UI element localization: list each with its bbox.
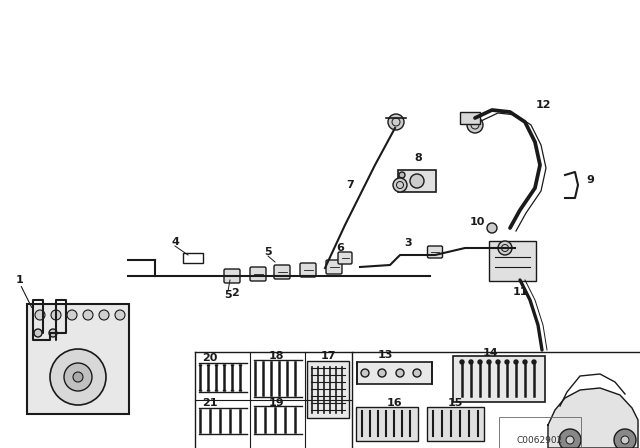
Bar: [398, 170, 436, 192]
FancyBboxPatch shape: [274, 265, 290, 279]
FancyBboxPatch shape: [27, 304, 129, 414]
Circle shape: [393, 178, 407, 192]
Circle shape: [532, 360, 536, 364]
Text: 9: 9: [586, 175, 594, 185]
Text: 8: 8: [414, 153, 422, 163]
Text: 3: 3: [404, 238, 412, 248]
Text: 19: 19: [268, 398, 284, 408]
Text: 11: 11: [512, 287, 528, 297]
Circle shape: [498, 241, 512, 255]
Circle shape: [64, 363, 92, 391]
Text: 18: 18: [268, 351, 284, 361]
FancyBboxPatch shape: [338, 252, 352, 264]
Circle shape: [388, 114, 404, 130]
Circle shape: [487, 223, 497, 233]
Circle shape: [49, 329, 57, 337]
Circle shape: [523, 360, 527, 364]
FancyBboxPatch shape: [300, 263, 316, 277]
Text: 12: 12: [535, 100, 551, 110]
Circle shape: [83, 310, 93, 320]
FancyBboxPatch shape: [453, 356, 545, 402]
Circle shape: [460, 360, 464, 364]
Text: 13: 13: [378, 350, 393, 360]
Text: 6: 6: [336, 243, 344, 253]
Text: 16: 16: [387, 398, 403, 408]
Circle shape: [50, 349, 106, 405]
Text: C0062902: C0062902: [517, 435, 563, 444]
Text: 15: 15: [447, 398, 463, 408]
Circle shape: [396, 369, 404, 377]
Circle shape: [73, 372, 83, 382]
Circle shape: [51, 310, 61, 320]
Text: 10: 10: [469, 217, 484, 227]
FancyBboxPatch shape: [427, 407, 484, 441]
FancyBboxPatch shape: [224, 269, 240, 283]
Text: 14: 14: [482, 348, 498, 358]
Circle shape: [378, 369, 386, 377]
Circle shape: [399, 172, 405, 178]
Text: 17: 17: [320, 351, 336, 361]
FancyBboxPatch shape: [326, 260, 342, 274]
Circle shape: [487, 360, 491, 364]
Circle shape: [99, 310, 109, 320]
Text: 5: 5: [224, 290, 232, 300]
Text: 21: 21: [202, 398, 218, 408]
Bar: [357, 362, 432, 384]
Circle shape: [410, 174, 424, 188]
Circle shape: [621, 436, 629, 444]
Circle shape: [514, 360, 518, 364]
Text: 1: 1: [16, 275, 24, 285]
Text: 20: 20: [202, 353, 218, 363]
FancyBboxPatch shape: [250, 267, 266, 281]
Circle shape: [469, 360, 473, 364]
FancyBboxPatch shape: [356, 407, 418, 441]
Text: 2: 2: [231, 288, 239, 298]
Circle shape: [496, 360, 500, 364]
Circle shape: [505, 360, 509, 364]
Circle shape: [467, 117, 483, 133]
FancyBboxPatch shape: [307, 361, 349, 418]
Circle shape: [478, 360, 482, 364]
FancyBboxPatch shape: [489, 241, 536, 281]
Circle shape: [614, 429, 636, 448]
Circle shape: [115, 310, 125, 320]
FancyBboxPatch shape: [428, 246, 442, 258]
Polygon shape: [548, 388, 638, 448]
Circle shape: [413, 369, 421, 377]
Circle shape: [361, 369, 369, 377]
Circle shape: [35, 310, 45, 320]
Text: 5: 5: [264, 247, 272, 257]
Circle shape: [566, 436, 574, 444]
Bar: [460, 112, 480, 124]
Circle shape: [34, 329, 42, 337]
Bar: [183, 253, 203, 263]
Text: 4: 4: [171, 237, 179, 247]
Circle shape: [67, 310, 77, 320]
Circle shape: [559, 429, 581, 448]
Text: 7: 7: [346, 180, 354, 190]
